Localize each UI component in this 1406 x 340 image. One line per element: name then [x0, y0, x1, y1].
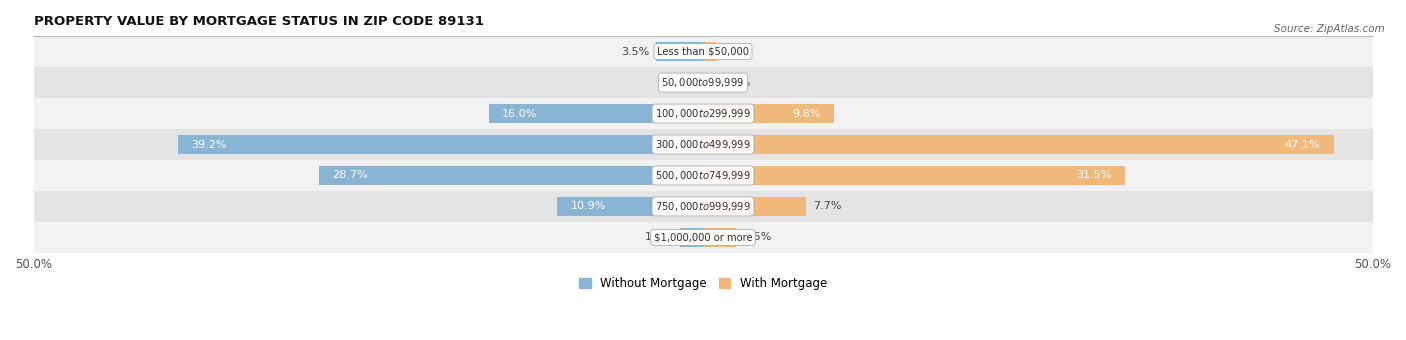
Bar	[34, 98, 1372, 129]
Bar	[34, 222, 1372, 253]
Text: $50,000 to $99,999: $50,000 to $99,999	[661, 76, 745, 89]
Text: 2.5%: 2.5%	[744, 233, 772, 242]
Text: $300,000 to $499,999: $300,000 to $499,999	[655, 138, 751, 151]
Text: PROPERTY VALUE BY MORTGAGE STATUS IN ZIP CODE 89131: PROPERTY VALUE BY MORTGAGE STATUS IN ZIP…	[34, 15, 484, 28]
Bar	[703, 73, 709, 92]
Bar	[34, 67, 1372, 98]
Text: 31.5%: 31.5%	[1076, 170, 1111, 181]
Text: 9.8%: 9.8%	[793, 108, 821, 119]
Bar	[34, 191, 1372, 222]
Text: 1.0%: 1.0%	[723, 47, 751, 56]
Text: 3.5%: 3.5%	[621, 47, 650, 56]
Text: $750,000 to $999,999: $750,000 to $999,999	[655, 200, 751, 213]
Bar	[703, 228, 737, 247]
Text: 28.7%: 28.7%	[332, 170, 368, 181]
Text: 39.2%: 39.2%	[191, 139, 226, 150]
Bar	[319, 166, 703, 185]
Text: 16.0%: 16.0%	[502, 108, 537, 119]
Text: 0.39%: 0.39%	[714, 78, 751, 88]
Bar	[681, 228, 703, 247]
Text: $100,000 to $299,999: $100,000 to $299,999	[655, 107, 751, 120]
Bar	[700, 73, 703, 92]
Bar	[34, 36, 1372, 67]
Bar	[557, 197, 703, 216]
Bar	[703, 42, 717, 61]
Bar	[703, 197, 806, 216]
Bar	[657, 42, 703, 61]
Text: Source: ZipAtlas.com: Source: ZipAtlas.com	[1274, 24, 1385, 34]
Bar	[34, 160, 1372, 191]
Bar	[703, 135, 1334, 154]
Text: 10.9%: 10.9%	[571, 202, 606, 211]
Text: 0.18%: 0.18%	[658, 78, 695, 88]
Bar	[179, 135, 703, 154]
Bar	[703, 166, 1125, 185]
Bar	[489, 104, 703, 123]
Bar	[34, 129, 1372, 160]
Text: 1.7%: 1.7%	[645, 233, 673, 242]
Text: $500,000 to $749,999: $500,000 to $749,999	[655, 169, 751, 182]
Text: 47.1%: 47.1%	[1285, 139, 1320, 150]
Bar	[703, 104, 834, 123]
Text: 7.7%: 7.7%	[813, 202, 841, 211]
Text: Less than $50,000: Less than $50,000	[657, 47, 749, 56]
Text: $1,000,000 or more: $1,000,000 or more	[654, 233, 752, 242]
Legend: Without Mortgage, With Mortgage: Without Mortgage, With Mortgage	[574, 272, 832, 295]
